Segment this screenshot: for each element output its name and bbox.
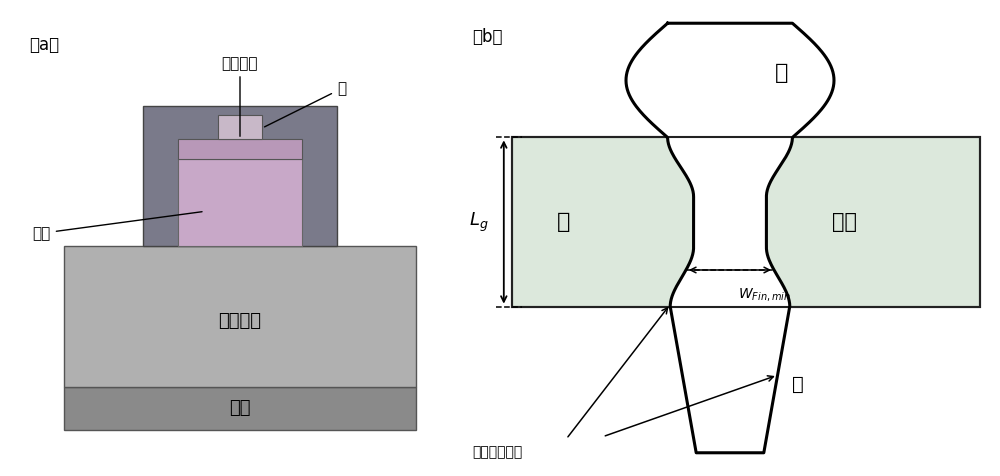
- Bar: [512, 138, 980, 307]
- Text: 沟道: 沟道: [832, 212, 857, 232]
- Text: （a）: （a）: [29, 36, 59, 54]
- Text: 源: 源: [792, 375, 803, 394]
- Bar: [64, 387, 416, 430]
- Bar: [178, 139, 302, 159]
- Text: 沟道: 沟道: [33, 212, 202, 241]
- Text: 体氧化层: 体氧化层: [218, 312, 262, 330]
- Text: $W_{Fin,min}$: $W_{Fin,min}$: [738, 286, 791, 303]
- Text: $L_g$: $L_g$: [469, 210, 488, 234]
- Text: 栅氧化层: 栅氧化层: [222, 56, 258, 136]
- Text: 栅: 栅: [557, 212, 570, 232]
- Text: （b）: （b）: [473, 28, 503, 46]
- Text: 衬底: 衬底: [229, 399, 251, 417]
- Bar: [178, 159, 302, 247]
- Text: 栅: 栅: [264, 81, 346, 127]
- Bar: [64, 247, 416, 387]
- Bar: [218, 115, 262, 139]
- Polygon shape: [626, 23, 834, 453]
- Text: 漏: 漏: [775, 63, 789, 83]
- Bar: [512, 138, 980, 307]
- Text: 鳍边缘粗糙度: 鳍边缘粗糙度: [473, 446, 523, 460]
- Bar: [143, 106, 337, 247]
